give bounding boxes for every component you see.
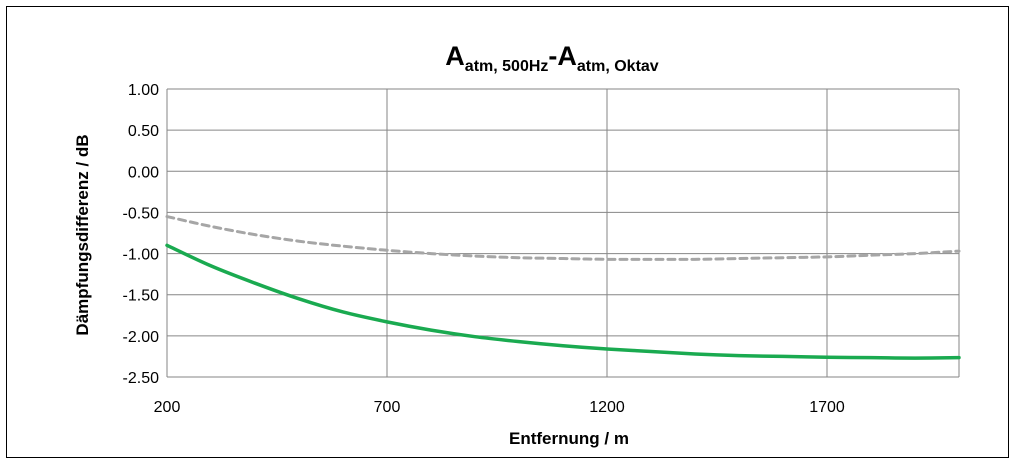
- y-tick-label: -0.50: [123, 205, 160, 222]
- y-tick-label: 0.00: [128, 164, 159, 181]
- chart-title: Aatm, 500Hz-Aatm, Oktav: [445, 41, 659, 75]
- title-main-2: A: [557, 41, 577, 71]
- title-separator: -: [548, 41, 557, 71]
- y-axis-title: Dämpfungsdifferenz / dB: [73, 134, 92, 335]
- y-tick-label: -1.50: [123, 288, 160, 305]
- series-group: [165, 215, 961, 360]
- y-tick-label: -2.50: [123, 370, 160, 387]
- x-tick-label: 1700: [809, 399, 845, 416]
- dashed-series-line: [165, 215, 961, 261]
- x-tick-label: 1200: [589, 399, 625, 416]
- solid-series-line: [165, 243, 961, 360]
- y-tick-label: -2.00: [123, 329, 160, 346]
- title-sub-1: atm, 500Hz: [465, 58, 549, 75]
- grid-lines: [166, 88, 960, 378]
- tick-labels: 1.00 0.50 0.00 -0.50 -1.00 -1.50 -2.00 -2.50 200…: [123, 82, 845, 416]
- line-chart: Aatm, 500Hz-Aatm, Oktav 1.000.500.00-0.5…: [73, 41, 961, 448]
- x-tick-label: 200: [154, 399, 181, 416]
- title-sub-2: atm, Oktav: [577, 58, 659, 75]
- x-tick-label: 700: [374, 399, 401, 416]
- y-tick-label: 0.50: [128, 123, 159, 140]
- title-main-1: A: [445, 41, 465, 71]
- chart-frame: Aatm, 500Hz-Aatm, Oktav 1.00 0.50 0.00 -0.5…: [6, 6, 1009, 458]
- y-tick-label: 1.00: [128, 82, 159, 99]
- y-tick-label: -1.00: [123, 247, 160, 264]
- x-axis-title: Entfernung / m: [509, 429, 629, 448]
